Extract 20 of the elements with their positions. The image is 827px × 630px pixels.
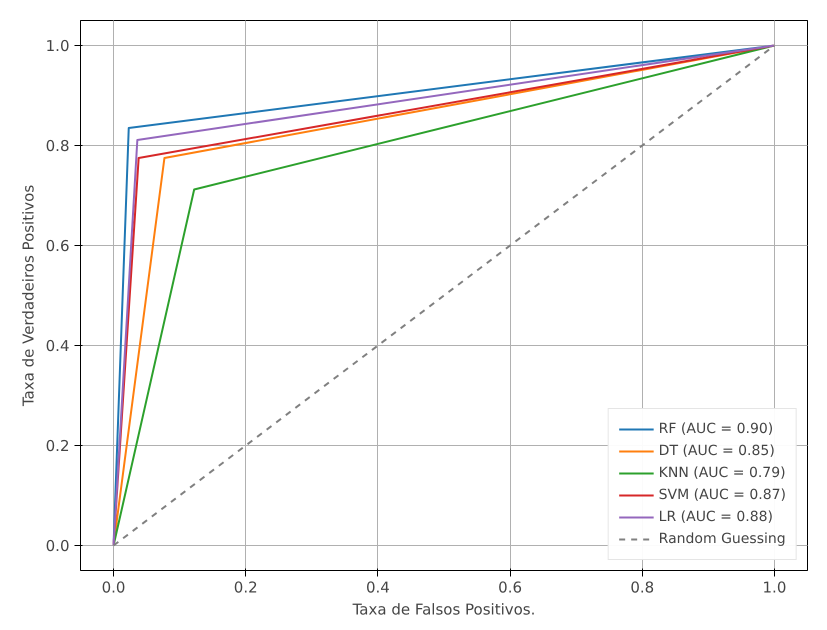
y-tick-label: 0.2 [46,437,70,455]
y-tick-label: 1.0 [46,37,70,55]
x-tick-label: 0.0 [102,578,126,596]
legend-label: Random Guessing [658,531,786,547]
x-tick-label: 0.8 [630,578,654,596]
y-axis-title: Taxa de Verdadeiros Positivos [20,184,38,408]
y-tick-label: 0.6 [46,237,70,255]
y-tick-label: 0.4 [46,337,70,355]
legend-label: RF (AUC = 0.90) [658,421,774,437]
y-tick-label: 0.0 [46,537,70,555]
x-tick-label: 0.6 [498,578,522,596]
x-tick-label: 0.2 [234,578,258,596]
legend-label: DT (AUC = 0.85) [658,443,775,459]
legend-label: LR (AUC = 0.88) [658,509,773,525]
x-tick-label: 0.4 [366,578,390,596]
x-tick-label: 1.0 [762,578,786,596]
y-tick-label: 0.8 [46,137,70,155]
legend-label: SVM (AUC = 0.87) [658,487,786,503]
legend-label: KNN (AUC = 0.79) [658,465,786,481]
x-axis-title: Taxa de Falsos Positivos. [352,600,536,618]
